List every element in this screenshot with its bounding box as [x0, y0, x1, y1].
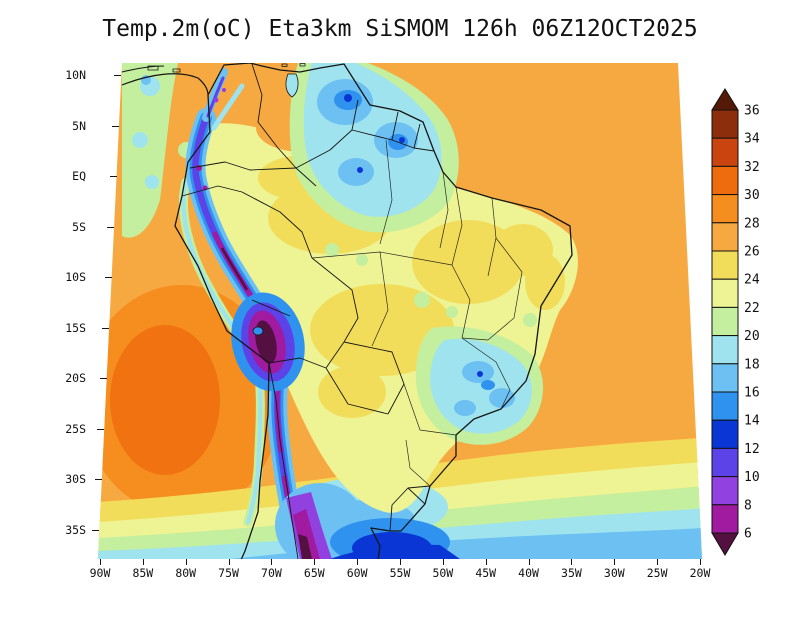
colorbar-segment [711, 504, 739, 534]
lon-tick-label: 50W [432, 566, 454, 580]
colorbar-label: 26 [744, 245, 760, 260]
colorbar-label: 36 [744, 104, 760, 119]
colorbar-svg: 36 34 32 30 28 26 24 22 20 18 16 14 12 10 8 6 [711, 88, 760, 556]
colorbar-label: 24 [744, 273, 760, 288]
lat-tick-mark [104, 277, 112, 279]
colorbar-segment [711, 419, 739, 449]
lat-tick-mark [109, 176, 117, 178]
colorbar-segment [711, 250, 739, 280]
colorbar-segment [711, 109, 739, 139]
lat-tick-mark [99, 378, 107, 380]
lat-tick-mark [102, 327, 110, 329]
colorbar-label: 28 [744, 216, 760, 231]
lon-tick-mark [271, 559, 273, 565]
lon-tick-mark [528, 559, 530, 565]
lon-tick-label: 60W [346, 566, 368, 580]
colorbar-label: 10 [744, 470, 760, 485]
lon-tick-mark [571, 559, 573, 565]
lon-tick-mark [357, 559, 359, 565]
colorbar-label: 8 [744, 498, 752, 513]
colorbar-top-triangle [711, 88, 739, 111]
colorbar-label: 12 [744, 442, 760, 457]
lat-tick-label: 25S [65, 421, 86, 436]
lon-tick-mark [100, 559, 101, 565]
colorbar-label: 30 [744, 188, 760, 203]
lon-tick-label: 65W [303, 566, 325, 580]
colorbar-segment [711, 476, 739, 506]
colorbar-segment [711, 194, 739, 224]
colorbar-segment [711, 306, 739, 337]
lon-tick-label: 35W [561, 566, 582, 580]
lon-tick-label: 25W [646, 566, 668, 580]
lat-tick-label: 5N [72, 118, 86, 133]
lon-tick-label: 75W [218, 566, 239, 580]
lat-tick-label: 10S [65, 270, 86, 285]
lon-tick-label: 45W [475, 566, 497, 580]
lon-tick-mark [228, 559, 230, 565]
colorbar-bottom-triangle [711, 532, 739, 556]
colorbar-label: 6 [744, 527, 752, 542]
colorbar-segment [711, 447, 739, 478]
colorbar-label: 16 [744, 386, 760, 401]
colorbar-segment [711, 165, 739, 196]
lon-tick-label: 30W [603, 566, 625, 580]
lat-tick-mark [92, 529, 100, 531]
colorbar-segment [711, 335, 739, 365]
colorbar-segment [711, 222, 739, 252]
lon-tick-mark [442, 559, 444, 565]
lat-tick-label: 5S [72, 219, 86, 234]
lon-tick-label: 20W [689, 566, 711, 580]
colorbar-segment [711, 363, 739, 393]
colorbar-label: 14 [744, 414, 760, 429]
lat-tick-label: 30S [65, 472, 86, 487]
lon-tick-label: 90W [89, 566, 111, 580]
colorbar-label: 18 [744, 357, 760, 372]
lon-tick-label: 80W [175, 566, 197, 580]
lon-tick-mark [185, 559, 187, 565]
lat-tick-mark [97, 428, 105, 430]
lon-tick-label: 40W [518, 566, 539, 580]
chart-title: Temp.2m(oC) Eta3km SiSMOM 126h 06Z12OCT2… [102, 16, 698, 42]
lat-tick-mark [107, 226, 115, 228]
lon-tick-label: 70W [261, 566, 282, 580]
coastline-and-borders [106, 63, 573, 559]
lon-tick-label: 85W [132, 566, 154, 580]
colorbar: 36 34 32 30 28 26 24 22 20 18 16 14 12 10 8 6 [710, 88, 796, 562]
colorbar-label: 32 [744, 160, 760, 175]
lon-tick-mark [314, 559, 316, 565]
lat-tick-label: 10N [65, 68, 86, 82]
lat-tick-label: EQ [72, 169, 86, 184]
lon-tick-mark [142, 559, 144, 565]
colorbar-label: 34 [744, 132, 760, 147]
lat-tick-label: 35S [65, 522, 86, 537]
lat-tick-mark [111, 125, 119, 127]
colorbar-label: 22 [744, 301, 760, 316]
lon-tick-mark [399, 559, 401, 565]
lon-tick-mark [657, 559, 659, 565]
lon-tick-mark [485, 559, 487, 565]
lon-tick-label: 55W [389, 566, 411, 580]
lat-tick-mark [94, 479, 102, 481]
lat-tick-label: 20S [65, 371, 86, 386]
colorbar-segment [711, 391, 739, 421]
colorbar-segment [711, 278, 739, 308]
lon-tick-mark [614, 559, 616, 565]
lat-tick-mark [114, 75, 122, 76]
colorbar-label: 20 [744, 329, 760, 344]
lon-tick-mark [699, 559, 701, 565]
colorbar-segment [711, 137, 739, 167]
map-fill-layers [98, 63, 702, 559]
lat-tick-label: 15S [65, 320, 86, 335]
